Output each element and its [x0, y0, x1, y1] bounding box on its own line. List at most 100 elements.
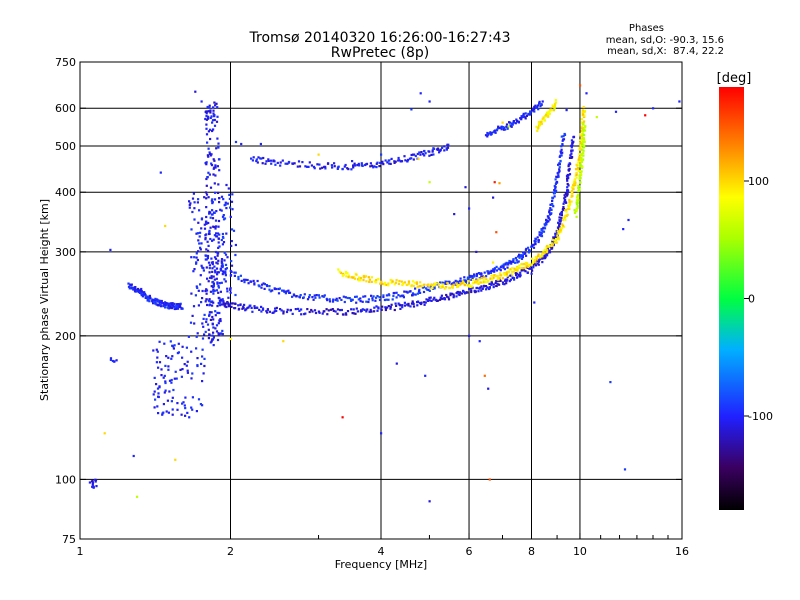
trace-1-point: [532, 264, 535, 267]
trace-1-point: [501, 281, 505, 284]
trace-2-point: [540, 235, 544, 238]
trace-3-point: [568, 198, 571, 202]
trace-3-point: [507, 271, 510, 274]
trace-1-point: [272, 311, 275, 314]
trace-1-point: [471, 286, 474, 289]
cluster-0-point: [206, 141, 209, 144]
cluster-2-point: [181, 402, 184, 405]
trace-2-point: [295, 295, 298, 298]
trace-5-point: [267, 159, 270, 162]
trace-4-point: [581, 142, 584, 146]
trace-3-point: [493, 274, 496, 277]
cluster-1-point: [215, 324, 219, 327]
trace-1-point: [433, 296, 436, 299]
cluster-1-point: [195, 256, 198, 259]
trace-2-point: [553, 195, 556, 198]
trace-2-point: [557, 171, 560, 174]
trace-3-point: [462, 282, 465, 285]
cluster-2-point: [163, 342, 166, 345]
cluster-0-point: [211, 119, 215, 122]
scatter-point-39: [533, 301, 536, 304]
scatter-point-26: [468, 334, 471, 337]
trace-2-point: [367, 300, 370, 304]
trace-2-point: [518, 256, 521, 259]
trace-3-point: [505, 271, 508, 274]
trace-3-point: [511, 273, 514, 276]
trace-1-point: [548, 251, 552, 254]
trace-1-point: [560, 217, 563, 220]
trace-1-point: [321, 312, 324, 315]
trace-5-point: [421, 153, 425, 156]
cluster-2-point: [172, 347, 175, 350]
trace-1-point: [377, 307, 380, 310]
cluster-1-point: [190, 256, 193, 259]
trace-2-point: [558, 170, 561, 173]
cluster-1-point: [220, 238, 223, 242]
trace-3-point: [407, 282, 411, 285]
cluster-1-point: [196, 258, 199, 262]
trace-3-point: [467, 280, 470, 283]
colorbar: [719, 87, 744, 510]
cluster-2-point: [186, 411, 189, 414]
cluster-0-point: [215, 267, 219, 270]
trace-2-point: [281, 289, 284, 292]
trace-2-point: [246, 278, 249, 282]
trace-3-point: [347, 276, 350, 279]
trace-5-point: [439, 148, 442, 151]
trace-0-point: [146, 299, 149, 302]
trace-5-point: [438, 151, 441, 154]
trace-1-point: [498, 283, 501, 286]
trace-5-point: [344, 163, 347, 167]
cluster-1-point: [190, 228, 193, 231]
cluster-0-point: [205, 163, 208, 166]
trace-5-point: [365, 162, 369, 165]
trace-1-point: [403, 301, 406, 304]
trace-4-point: [582, 146, 586, 149]
trace-1-point: [571, 156, 574, 159]
trace-0-point: [168, 307, 171, 310]
trace-5-point: [403, 155, 406, 158]
cluster-0-point: [205, 133, 209, 136]
trace-1-point: [528, 267, 531, 270]
trace-3-point: [583, 115, 586, 118]
trace-3-point: [551, 244, 554, 247]
cluster-2-point: [177, 351, 180, 354]
scatter-point-25: [475, 250, 478, 253]
trace-1-point: [530, 267, 533, 270]
trace-3-point: [516, 268, 519, 271]
cluster-0-point: [205, 206, 208, 209]
cluster-2-point: [199, 403, 202, 406]
cluster-3-point: [225, 183, 228, 187]
trace-1-point: [548, 249, 551, 252]
trace-6-point: [535, 106, 538, 109]
trace-2-point: [293, 294, 296, 297]
trace-1-point: [462, 290, 465, 293]
cluster-1-point: [223, 251, 226, 254]
trace-3-point: [357, 279, 360, 282]
phases-line-o: mean, sd,O: -90.3, 15.6: [606, 35, 724, 46]
cluster-0-point: [207, 232, 211, 236]
cluster-2-point: [158, 340, 161, 343]
trace-2-point: [427, 288, 430, 291]
trace-6-point: [529, 110, 532, 113]
trace-3-point: [555, 238, 558, 241]
trace-7-point: [536, 127, 539, 130]
cluster-0-point: [212, 318, 215, 321]
trace-2-point: [273, 287, 277, 291]
trace-1-point: [412, 305, 416, 308]
trace-2-point: [555, 189, 558, 192]
trace-0-point: [137, 287, 140, 291]
trace-1-point: [308, 310, 311, 314]
trace-1-point: [546, 254, 549, 257]
trace-7-point: [535, 125, 538, 128]
trace-2-point: [505, 261, 508, 264]
trace-2-point: [458, 279, 461, 283]
cluster-2-point: [200, 362, 203, 365]
cluster-0-point: [212, 336, 215, 339]
trace-2-point: [442, 282, 445, 285]
trace-3-point: [567, 204, 570, 207]
trace-2-point: [257, 284, 260, 287]
trace-2-point: [534, 243, 537, 246]
cluster-3-point: [228, 193, 231, 196]
trace-3-point: [457, 284, 460, 287]
